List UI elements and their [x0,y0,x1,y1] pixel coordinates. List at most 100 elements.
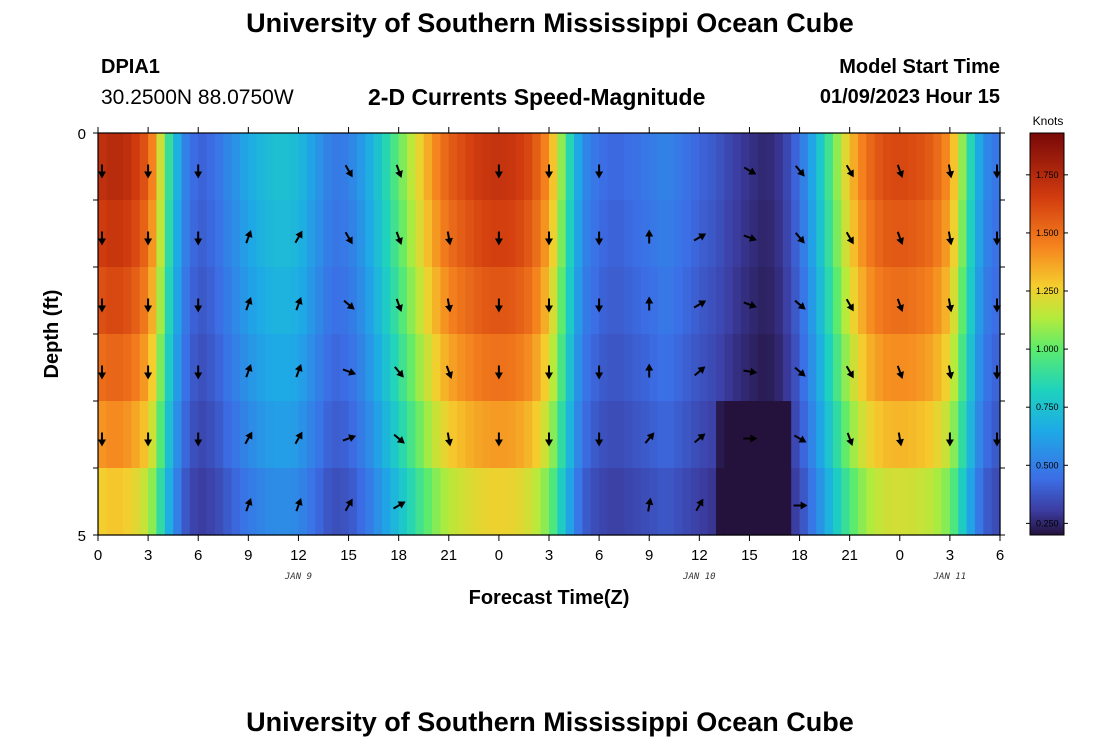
heat-cell [348,334,358,402]
heat-cell [724,468,734,536]
heat-cell [540,133,550,201]
arrow-head [144,305,153,313]
footer-title: University of Southern Mississippi Ocean… [246,707,854,737]
heat-cell [206,468,216,536]
heat-cell [941,200,951,268]
heat-cell [114,468,124,536]
heat-cell [423,334,433,402]
heat-cell [741,200,751,268]
heat-cell [490,267,500,335]
heat-cell [574,267,584,335]
heat-cell [98,468,107,536]
heat-cell [181,267,191,335]
heat-cell [448,334,458,402]
current-arrow [793,434,807,443]
current-arrow [896,231,904,246]
heat-cell [741,468,751,536]
heat-cell [423,267,433,335]
heat-cell [607,401,617,469]
heat-cell [657,401,667,469]
heat-cell [582,401,592,469]
heat-cell [164,200,174,268]
heat-cell [323,334,333,402]
heat-cell [574,334,584,402]
current-arrow [896,432,904,447]
heat-cell [565,200,575,268]
arrow-head [244,363,253,372]
heat-cell [849,267,859,335]
heat-cell [774,133,784,201]
arrow-head [494,305,503,313]
heat-cell [523,200,533,268]
heat-cell [231,133,241,201]
heat-cell [473,267,483,335]
current-arrow [694,366,706,377]
heat-cell [356,468,366,536]
heat-cell [690,334,700,402]
heat-cell [883,267,893,335]
heat-cell [757,200,767,268]
heat-cell [473,200,483,268]
heat-cell [599,334,609,402]
heat-cell [983,200,993,268]
heat-cell [899,133,909,201]
arrow-head [595,238,604,246]
heat-cell [482,133,492,201]
arrow-head [194,372,203,380]
heat-cell [298,334,308,402]
arrow-head [98,305,106,313]
heat-cell [757,334,767,402]
heat-cell [766,334,776,402]
x-tick-label: 6 [194,547,202,564]
heat-cell [549,133,558,201]
heat-cell [774,468,784,536]
arrow-head [345,498,353,507]
heat-cell [532,267,542,335]
heat-cell [966,133,976,201]
arrow-head [396,436,405,444]
heat-cell [340,200,350,268]
heat-cell [899,267,909,335]
heat-cell [690,267,700,335]
heat-cell [407,200,416,268]
heat-cell [423,401,433,469]
heat-cell [214,200,224,268]
heat-cell [323,133,333,201]
heat-cell [632,334,642,402]
heat-cell [281,401,291,469]
heat-cell [974,133,984,201]
y-axis-title: Depth (ft) [41,290,63,379]
arrow-head [993,372,1001,380]
heat-cell [757,468,767,536]
current-arrow [244,431,253,445]
heat-cell [331,200,341,268]
heat-cell [156,468,166,536]
current-arrow [144,365,153,380]
heat-cell [156,334,166,402]
heat-cell [883,334,893,402]
heat-cell [440,267,450,335]
x-tick-label: 21 [841,547,858,564]
heat-cell [315,133,325,201]
heat-cell [632,401,642,469]
heat-cell [749,200,759,268]
heat-cell [315,401,325,469]
heat-cell [824,200,834,268]
arrow-head [545,171,553,179]
heat-cell [858,468,867,536]
arrow-head [946,170,955,179]
heat-cell [306,334,316,402]
heat-cell [599,267,609,335]
heat-cell [407,401,416,469]
current-arrow [794,366,806,377]
heat-cell [131,200,141,268]
heat-cell [331,401,341,469]
arrow-head [294,497,303,506]
heat-cell [214,468,224,536]
heat-cell [749,334,759,402]
heat-cell [799,133,809,201]
current-arrow [494,298,503,313]
y-tick-label: 0 [78,126,86,143]
heat-cell [983,468,993,536]
heat-cell [407,133,416,201]
